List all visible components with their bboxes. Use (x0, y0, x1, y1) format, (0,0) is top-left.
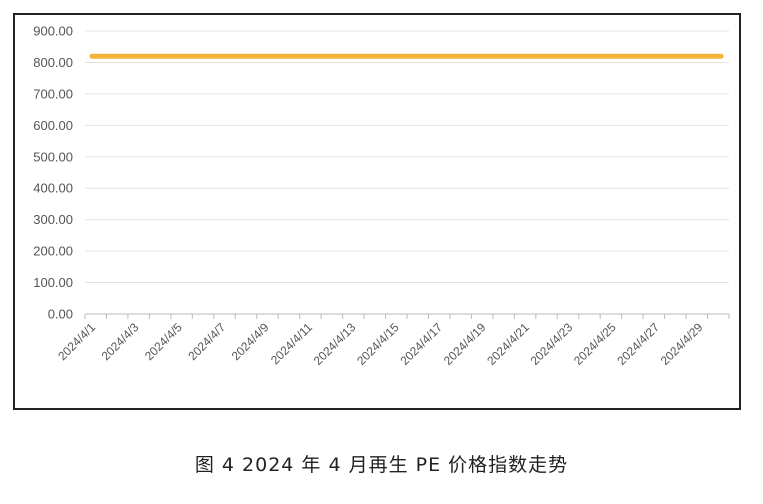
x-tick-label: 2024/4/17 (398, 320, 446, 368)
x-tick-label: 2024/4/19 (441, 320, 489, 368)
y-tick-label: 100.00 (33, 275, 73, 290)
x-tick-label: 2024/4/21 (484, 320, 532, 368)
x-tick-label: 2024/4/5 (142, 320, 185, 363)
line-chart: 0.00 100.00 200.00 300.00 400.00 500.00 600.00… (33, 24, 730, 368)
x-tick-label: 2024/4/1 (55, 320, 98, 363)
x-tick-label: 2024/4/15 (354, 320, 402, 368)
x-tick-label: 2024/4/7 (185, 320, 228, 363)
y-tick-label: 0.00 (48, 307, 73, 322)
x-tick-label: 2024/4/27 (614, 320, 662, 368)
x-tick-label: 2024/4/25 (571, 320, 619, 368)
y-tick-label: 500.00 (33, 149, 73, 164)
x-tick-label: 2024/4/23 (528, 320, 576, 368)
y-tick-label: 200.00 (33, 244, 73, 259)
y-tick-label: 600.00 (33, 118, 73, 133)
chart-frame: 0.00 100.00 200.00 300.00 400.00 500.00 600.00… (13, 13, 741, 410)
y-tick-label: 900.00 (33, 24, 73, 39)
x-tick-label: 2024/4/13 (311, 320, 359, 368)
figure-caption: 图 4 2024 年 4 月再生 PE 价格指数走势 (194, 454, 569, 476)
y-tick-label: 800.00 (33, 55, 73, 70)
y-tick-label: 400.00 (33, 181, 73, 196)
x-tick-label: 2024/4/11 (268, 320, 315, 367)
x-tick-label: 2024/4/9 (229, 320, 272, 363)
y-tick-label: 700.00 (33, 86, 73, 101)
y-tick-label: 300.00 (33, 212, 73, 227)
x-tick-label: 2024/4/3 (99, 320, 142, 363)
x-tick-label: 2024/4/29 (658, 320, 706, 368)
